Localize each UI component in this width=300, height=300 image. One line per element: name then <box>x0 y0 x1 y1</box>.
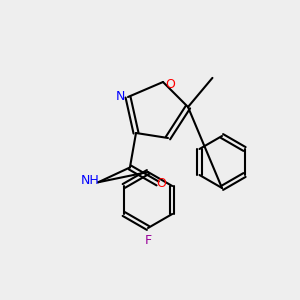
Text: O: O <box>157 177 166 190</box>
Text: O: O <box>165 77 175 91</box>
Text: F: F <box>144 233 152 247</box>
Text: NH: NH <box>81 174 100 187</box>
Text: N: N <box>115 91 125 103</box>
